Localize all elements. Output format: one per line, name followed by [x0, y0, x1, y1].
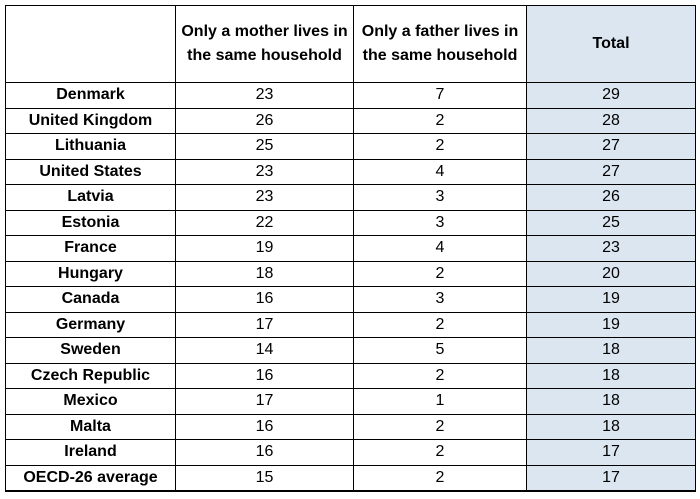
father-value-cell: 7 — [353, 82, 527, 109]
father-value-cell: 4 — [353, 158, 527, 185]
mother-value-cell: 23 — [175, 158, 354, 185]
mother-value-cell: 23 — [175, 82, 354, 109]
country-cell: Mexico — [5, 388, 176, 415]
mother-value-cell: 16 — [175, 362, 354, 389]
mother-value-cell: 17 — [175, 311, 354, 338]
father-value-cell: 3 — [353, 286, 527, 313]
table-body: Denmark 23 7 29 United Kingdom 26 2 28 Lithuania… — [5, 82, 696, 492]
table-row: United Kingdom 26 2 28 — [5, 107, 696, 134]
table-row: Canada 16 3 19 — [5, 286, 696, 313]
country-cell: Canada — [5, 286, 176, 313]
total-value-cell: 18 — [526, 337, 696, 364]
country-cell: Germany — [5, 311, 176, 338]
total-value-cell: 19 — [526, 286, 696, 313]
total-value-cell: 29 — [526, 82, 696, 109]
country-cell: Czech Republic — [5, 362, 176, 389]
table-row: Latvia 23 3 26 — [5, 184, 696, 211]
header-only-father: Only a father lives in the same househol… — [353, 5, 527, 83]
table-row: France 19 4 23 — [5, 235, 696, 262]
country-cell: United States — [5, 158, 176, 185]
mother-value-cell: 16 — [175, 439, 354, 466]
country-cell: Lithuania — [5, 133, 176, 160]
total-value-cell: 17 — [526, 464, 696, 492]
table-row: Germany 17 2 19 — [5, 311, 696, 338]
total-value-cell: 18 — [526, 388, 696, 415]
father-value-cell: 4 — [353, 235, 527, 262]
mother-value-cell: 26 — [175, 107, 354, 134]
table-row: Malta 16 2 18 — [5, 413, 696, 440]
total-value-cell: 26 — [526, 184, 696, 211]
total-value-cell: 27 — [526, 158, 696, 185]
mother-value-cell: 18 — [175, 260, 354, 287]
table-row: Czech Republic 16 2 18 — [5, 362, 696, 389]
country-cell: Denmark — [5, 82, 176, 109]
mother-value-cell: 14 — [175, 337, 354, 364]
father-value-cell: 3 — [353, 209, 527, 236]
country-cell: Malta — [5, 413, 176, 440]
table-row: Estonia 22 3 25 — [5, 209, 696, 236]
mother-value-cell: 15 — [175, 464, 354, 492]
total-value-cell: 18 — [526, 413, 696, 440]
father-value-cell: 5 — [353, 337, 527, 364]
mother-value-cell: 16 — [175, 413, 354, 440]
country-cell: Estonia — [5, 209, 176, 236]
father-value-cell: 2 — [353, 133, 527, 160]
father-value-cell: 1 — [353, 388, 527, 415]
table-row: Sweden 14 5 18 — [5, 337, 696, 364]
father-value-cell: 3 — [353, 184, 527, 211]
country-cell: Latvia — [5, 184, 176, 211]
total-value-cell: 25 — [526, 209, 696, 236]
mother-value-cell: 16 — [175, 286, 354, 313]
mother-value-cell: 23 — [175, 184, 354, 211]
header-only-mother: Only a mother lives in the same househol… — [175, 5, 354, 83]
father-value-cell: 2 — [353, 362, 527, 389]
header-total: Total — [526, 5, 696, 83]
table-row: United States 23 4 27 — [5, 158, 696, 185]
country-cell: United Kingdom — [5, 107, 176, 134]
father-value-cell: 2 — [353, 413, 527, 440]
total-value-cell: 28 — [526, 107, 696, 134]
total-value-cell: 20 — [526, 260, 696, 287]
mother-value-cell: 17 — [175, 388, 354, 415]
father-value-cell: 2 — [353, 107, 527, 134]
table-row: OECD-26 average 15 2 17 — [5, 464, 696, 492]
country-cell: OECD-26 average — [5, 464, 176, 492]
household-table: Only a mother lives in the same househol… — [5, 5, 696, 492]
table-row: Ireland 16 2 17 — [5, 439, 696, 466]
father-value-cell: 2 — [353, 464, 527, 492]
father-value-cell: 2 — [353, 260, 527, 287]
mother-value-cell: 25 — [175, 133, 354, 160]
father-value-cell: 2 — [353, 311, 527, 338]
table-row: Mexico 17 1 18 — [5, 388, 696, 415]
header-row: Only a mother lives in the same househol… — [5, 5, 696, 83]
mother-value-cell: 19 — [175, 235, 354, 262]
total-value-cell: 19 — [526, 311, 696, 338]
header-country — [5, 5, 176, 83]
country-cell: Sweden — [5, 337, 176, 364]
total-value-cell: 18 — [526, 362, 696, 389]
table-row: Lithuania 25 2 27 — [5, 133, 696, 160]
country-cell: France — [5, 235, 176, 262]
country-cell: Ireland — [5, 439, 176, 466]
table-row: Denmark 23 7 29 — [5, 82, 696, 109]
father-value-cell: 2 — [353, 439, 527, 466]
table-row: Hungary 18 2 20 — [5, 260, 696, 287]
total-value-cell: 23 — [526, 235, 696, 262]
total-value-cell: 17 — [526, 439, 696, 466]
country-cell: Hungary — [5, 260, 176, 287]
mother-value-cell: 22 — [175, 209, 354, 236]
total-value-cell: 27 — [526, 133, 696, 160]
